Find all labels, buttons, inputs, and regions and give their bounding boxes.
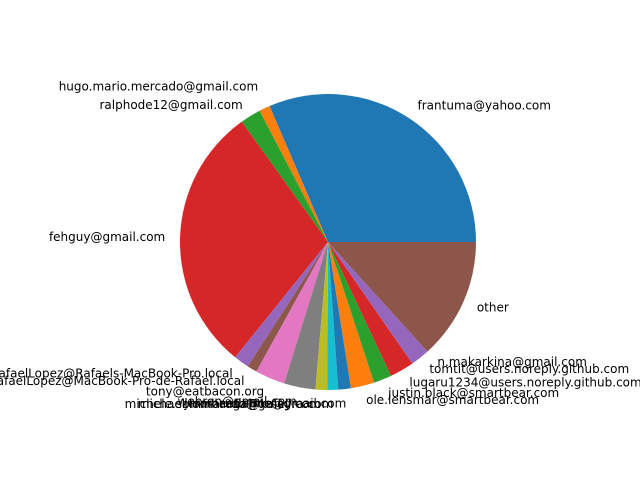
pie-label-lugaru1234-users-noreply-github-com: lugaru1234@users.noreply.github.com [409,375,640,389]
pie-label-tomtit-users-noreply-github-com: tomtit@users.noreply.github.com [429,362,629,376]
pie-slice-tony-eatbacon-org [256,242,328,384]
pie-slice-tomtit-users-noreply-github-com [328,242,428,364]
pie-label-michael-lombardo-gmail-com: michael.lombardo@gmail.com [138,397,321,411]
pie-label-ralphode12-gmail-com: ralphode12@gmail.com [99,98,242,112]
pie-slices [180,93,476,391]
pie-slice-ole-lensmar-smartbear-com [328,242,375,389]
pie-slice-webron-gmail-com [284,242,328,390]
pie-slice-justin-black-smartbear-com [328,242,392,383]
pie-label-jeromeetienne-gmail-com: jeromeetienne@gmail.com [183,396,346,410]
pie-label-webron-gmail-com: webron@gmail.com [178,394,297,408]
pie-slice-jeromeetienne-gmail-com [328,242,351,390]
pie-label-hugo-mario-mercado-gmail-com: hugo.mario.mercado@gmail.com [59,79,258,93]
pie-slice-michael-lombardo-gmail-com [315,242,328,390]
pie-label-tony-eatbacon-org: tony@eatbacon.org [146,384,264,398]
pie-labels: frantuma@yahoo.com hugo.mario.mercado@gma… [0,79,640,411]
pie-slice-other [328,242,476,352]
pie-label-n-makarkina-gmail-com: n.makarkina@gmail.com [437,355,587,369]
pie-label-other: other [477,300,509,314]
pie-label-rafaellopez-rafaels-macbook-pro-local: RafaelLopez@Rafaels-MacBook-Pro.local [0,366,233,380]
pie-slice-ralphode12-gmail-com [241,110,328,242]
pie-label-justin-black-smartbear-com: justin.black@smartbear.com [387,386,559,400]
pie-slice-frantuma-yahoo-com [269,93,476,242]
pie-slice-hugo-mario-mercado-gmail-com [259,106,328,242]
pie-slice-fehguy-gmail-com [180,121,328,358]
pie-label-rafaellopez-macbook-pro-de-rafael-local: RafaelLopez@MacBook-Pro-de-Rafael.local [0,374,244,388]
pie-label-ole-lensmar-smartbear-com: ole.lensmar@smartbear.com [366,393,539,407]
pie-slice-rafaellopez-macbook-pro-de-rafael-local [247,242,328,372]
pie-label-frantuma-yahoo-com: frantuma@yahoo.com [418,99,551,113]
pie-label-michele-sommaruga-kaleyra-com: michele.sommaruga@kaleyra.com [125,397,334,411]
pie-slice-lugaru1234-users-noreply-github-com [328,242,413,376]
pie-label-fehguy-gmail-com: fehguy@gmail.com [49,230,165,244]
pie-slice-rafaellopez-rafaels-macbook-pro-local [235,242,328,367]
pie-slice-michele-sommaruga-kaleyra-com [327,242,339,391]
